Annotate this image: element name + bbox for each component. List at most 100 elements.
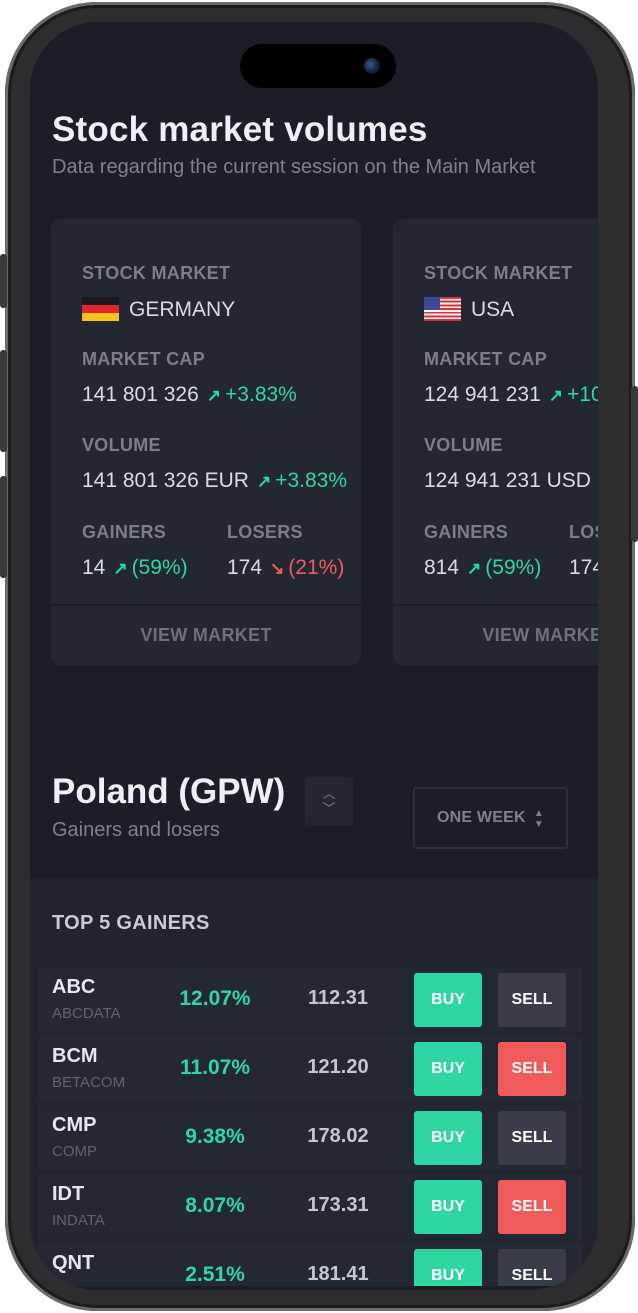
power-button [631, 386, 638, 542]
market-cap-value: 124 941 231 [424, 383, 541, 406]
gainers-row: 814 ↗ (59%) [424, 556, 541, 580]
period-select-value: ONE WEEK [437, 809, 526, 826]
buy-button[interactable]: BUY [414, 1180, 482, 1234]
buy-button[interactable]: BUY [414, 1111, 482, 1165]
page-title: Stock market volumes [52, 110, 428, 149]
volume-label: VOLUME [82, 435, 161, 455]
table-row[interactable]: QNT 2.51% 181.41 BUY SELL [38, 1243, 582, 1290]
top-gainers-title: TOP 5 GAINERS [52, 912, 210, 934]
stock-symbol: BCM [52, 1045, 98, 1067]
gainers-label: GAINERS [82, 522, 167, 542]
gainers-pct: (59%) [131, 556, 188, 579]
stock-symbol: QNT [52, 1252, 95, 1274]
view-market-button[interactable]: VIEW MARKET [140, 625, 272, 645]
table-row[interactable]: ABC ABCDATA 12.07% 112.31 BUY SELL [38, 967, 582, 1032]
stock-name: COMP [52, 1143, 97, 1160]
gainers-count: 814 [424, 556, 460, 579]
buy-button[interactable]: BUY [414, 973, 482, 1027]
market-cap-label: MARKET CAP [424, 349, 547, 369]
view-market-button[interactable]: VIEW MARKET [482, 625, 598, 645]
stock-price: 181.41 [307, 1263, 369, 1285]
card-divider [51, 604, 361, 606]
arrow-up-icon: ↗ [256, 472, 272, 491]
table-row[interactable]: CMP COMP 9.38% 178.02 BUY SELL [38, 1105, 582, 1170]
silent-switch [0, 254, 7, 308]
stock-name: INDATA [52, 1212, 105, 1229]
arrow-up-icon: ↗ [113, 559, 128, 578]
table-row[interactable]: BCM BETACOM 11.07% 121.20 BUY SELL [38, 1036, 582, 1101]
losers-count: 174 [227, 556, 263, 579]
stock-price: 112.31 [307, 987, 369, 1009]
losers-label: LOSERS [227, 522, 303, 542]
sell-button[interactable]: SELL [498, 1180, 566, 1234]
table-row[interactable]: IDT INDATA 8.07% 173.31 BUY SELL [38, 1174, 582, 1239]
stock-name: BETACOM [52, 1074, 126, 1091]
market-card-germany: STOCK MARKET GERMANY MARKET CAP 141 801 … [51, 219, 361, 665]
card-divider [393, 604, 598, 606]
app-screen: Stock market volumes Data regarding the … [30, 22, 598, 1290]
buy-button[interactable]: BUY [414, 1249, 482, 1290]
dynamic-island [240, 44, 396, 88]
gainers-label: GAINERS [424, 522, 509, 542]
stock-market-label: STOCK MARKET [424, 263, 573, 283]
stock-change: 11.07% [179, 1056, 251, 1079]
top-gainers-panel: TOP 5 GAINERS ABC ABCDATA 12.07% 112.31 BUY S… [30, 879, 598, 1290]
gainers-row: 14 ↗ (59%) [82, 556, 188, 580]
stock-change: 2.51% [185, 1263, 245, 1286]
germany-flag-icon [82, 297, 119, 321]
volume-value: 141 801 326 EUR [82, 469, 249, 492]
market-cap-row: 124 941 231 ↗ +10 [424, 383, 598, 407]
stock-symbol: ABC [52, 976, 96, 998]
volume-up-button [0, 350, 7, 452]
stock-name: ABCDATA [52, 1005, 121, 1022]
chevron-down-icon: ﹀ [322, 801, 336, 816]
buy-button[interactable]: BUY [414, 1042, 482, 1096]
market-cap-change: +10 [567, 383, 598, 406]
camera-icon [364, 58, 380, 74]
stock-market-label: STOCK MARKET [82, 263, 231, 283]
sell-button[interactable]: SELL [498, 1042, 566, 1096]
arrow-up-icon: ↗ [548, 386, 564, 405]
market-card-usa: STOCK MARKET USA MARKET CAP 124 941 231 ↗… [393, 219, 598, 665]
stock-change: 12.07% [179, 987, 251, 1010]
country-row: USA [424, 297, 514, 322]
stock-change: 9.38% [185, 1125, 245, 1148]
arrow-up-icon: ↗ [206, 386, 222, 405]
volume-down-button [0, 476, 7, 578]
screen-bottom-edge [30, 1286, 598, 1290]
volume-label: VOLUME [424, 435, 503, 455]
stock-change: 8.07% [185, 1194, 245, 1217]
volume-row: 124 941 231 USD↗ [424, 469, 598, 493]
volume-row: 141 801 326 EUR ↗ +3.83% [82, 469, 347, 493]
section-subtitle: Gainers and losers [52, 819, 220, 841]
stock-price: 178.02 [307, 1125, 369, 1147]
volume-value: 124 941 231 USD [424, 469, 591, 492]
sort-chevrons-icon: ▲ ▼ [533, 808, 544, 830]
arrow-up-icon: ↗ [467, 559, 482, 578]
country-name: GERMANY [129, 298, 236, 321]
stock-symbol: CMP [52, 1114, 97, 1136]
chevron-up-icon: ︿ [322, 786, 336, 801]
market-cap-change: +3.83% [225, 383, 297, 406]
losers-pct: (21%) [288, 556, 345, 579]
sell-button[interactable]: SELL [498, 973, 566, 1027]
volume-change: +3.83% [275, 469, 348, 492]
market-switch-button[interactable]: ︿ ﹀ [305, 777, 353, 825]
stock-symbol: IDT [52, 1183, 85, 1205]
stock-price: 173.31 [307, 1194, 369, 1216]
country-row: GERMANY [82, 297, 235, 322]
losers-count: 174 [569, 556, 598, 579]
sell-button[interactable]: SELL [498, 1249, 566, 1290]
market-cap-value: 141 801 326 [82, 383, 199, 406]
losers-label: LOS [569, 522, 598, 542]
section-title: Poland (GPW) [52, 772, 286, 811]
stock-price: 121.20 [307, 1056, 369, 1078]
country-name: USA [471, 298, 515, 321]
gainers-count: 14 [82, 556, 106, 579]
market-cap-row: 141 801 326 ↗ +3.83% [82, 383, 297, 407]
market-cap-label: MARKET CAP [82, 349, 205, 369]
arrow-down-icon: ↘ [270, 559, 285, 578]
sell-button[interactable]: SELL [498, 1111, 566, 1165]
period-select[interactable]: ONE WEEK ▲ ▼ [413, 787, 568, 849]
losers-row: 174 ↘ (21%) [227, 556, 344, 580]
